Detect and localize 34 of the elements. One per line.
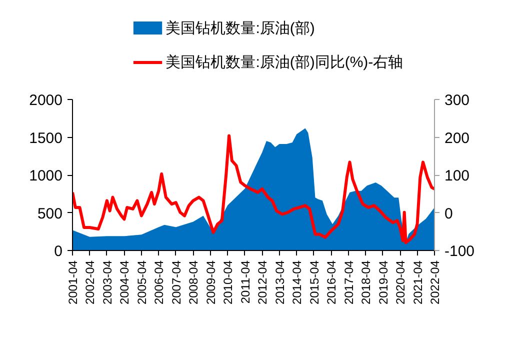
x-tick-label: 2021-04 — [410, 260, 425, 305]
x-tick-label: 2008-04 — [186, 260, 201, 305]
x-tick-label: 2006-04 — [152, 260, 166, 305]
x-tick-label: 2007-04 — [169, 260, 184, 305]
x-tick-label: 2005-04 — [134, 260, 149, 305]
y-tick-label: 0 — [54, 243, 62, 260]
x-tick-label: 2016-04 — [324, 260, 339, 305]
y-tick-label: 500 — [37, 205, 63, 222]
x-tick-label: 2003-04 — [100, 260, 114, 305]
y2-tick-label: 200 — [444, 130, 470, 147]
y2-tick-label: 0 — [444, 205, 453, 222]
x-tick-label: 2004-04 — [118, 260, 132, 305]
y2-tick-label: 100 — [444, 168, 470, 184]
x-tick-label: 2014-04 — [290, 260, 304, 305]
legend-label: 美国钻机数量:原油(部)同比(%)-右轴 — [166, 54, 404, 71]
y-tick-label: 1000 — [29, 168, 63, 184]
x-tick-label: 2018-04 — [359, 260, 374, 305]
x-tick-label: 2011-04 — [238, 260, 252, 304]
x-tick-label: 2022-04 — [428, 260, 442, 305]
x-tick-label: 2013-04 — [272, 260, 287, 305]
y-tick-label: 1500 — [29, 130, 63, 147]
x-tick-label: 2012-04 — [256, 260, 270, 305]
legend-label: 美国钻机数量:原油(部) — [166, 20, 315, 37]
x-tick-label: 2001-04 — [66, 260, 80, 305]
y2-tick-label: 300 — [444, 92, 470, 109]
x-tick-label: 2009-04 — [204, 260, 218, 305]
x-tick-label: 2015-04 — [307, 260, 322, 305]
x-tick-label: 2002-04 — [83, 260, 98, 305]
x-tick-label: 2017-04 — [342, 260, 356, 305]
y2-tick-label: -100 — [444, 243, 475, 260]
y-tick-label: 2000 — [29, 92, 63, 109]
x-tick-label: 2010-04 — [221, 260, 236, 305]
x-tick-label: 2019-04 — [376, 260, 390, 305]
x-tick-label: 2020-04 — [394, 260, 408, 305]
